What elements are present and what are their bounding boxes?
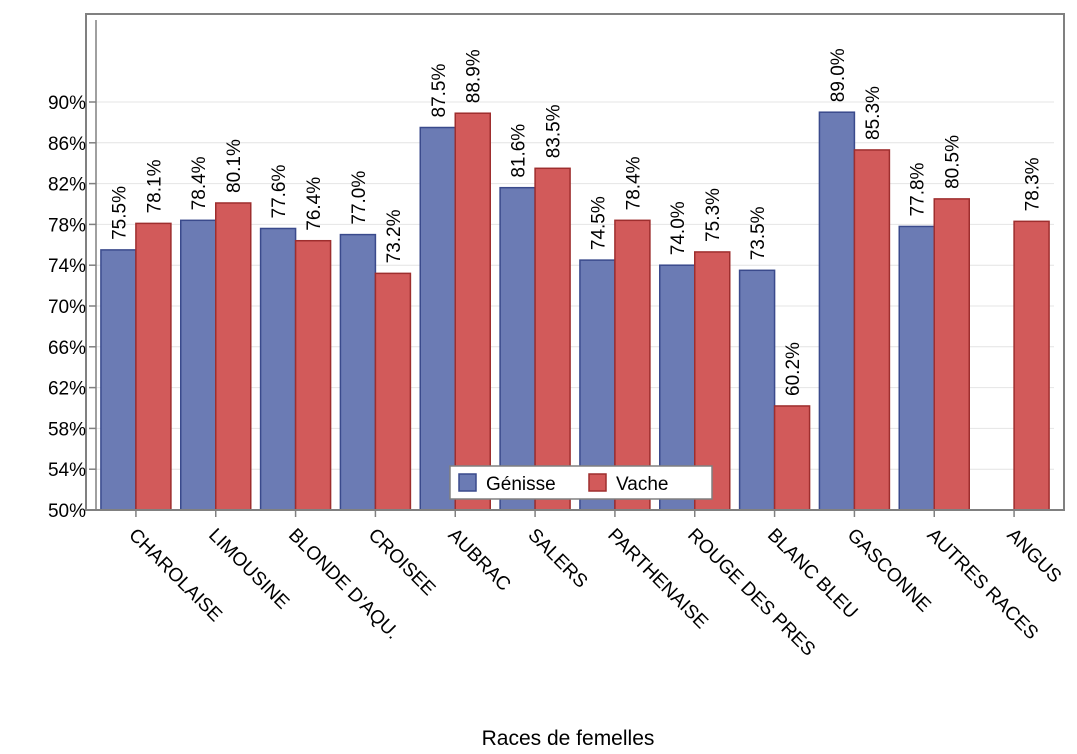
y-tick-label: 58% xyxy=(48,419,86,440)
x-tick-label: SALERS xyxy=(524,525,592,593)
bar-vache xyxy=(934,199,969,510)
bar-genisse xyxy=(500,188,535,510)
legend-label-vache: Vache xyxy=(616,474,668,495)
y-tick-label: 66% xyxy=(48,338,86,359)
y-tick-label: 54% xyxy=(48,460,86,481)
bar-vache xyxy=(1014,221,1049,510)
y-tick-label: 78% xyxy=(48,215,86,236)
x-tick-label: AUBRAC xyxy=(444,525,515,596)
bar-vache xyxy=(535,168,570,510)
legend-swatch-vache xyxy=(589,474,606,491)
bar-vache xyxy=(136,223,171,510)
data-label: 78.3% xyxy=(1023,157,1044,211)
data-label: 77.8% xyxy=(908,162,929,216)
data-label: 78.4% xyxy=(189,156,210,210)
data-label: 74.5% xyxy=(588,196,609,250)
data-label: 75.5% xyxy=(109,186,130,240)
bar-genisse xyxy=(340,235,375,510)
y-tick-label: 50% xyxy=(48,501,86,522)
data-label: 74.0% xyxy=(668,201,689,255)
data-label: 76.4% xyxy=(304,177,325,231)
y-axis: 50% 54% 58% 62% 66% 70% 74% 78% 82% 86% 90% xyxy=(48,20,96,522)
legend-swatch-genisse xyxy=(459,474,476,491)
bar-vache xyxy=(296,241,331,510)
x-tick-label: ANGUS xyxy=(1003,525,1066,588)
x-tick-label: CROISEE xyxy=(364,525,439,600)
bar-vache xyxy=(375,273,410,510)
data-label: 80.1% xyxy=(224,139,245,193)
data-label: 75.3% xyxy=(703,188,724,242)
y-tick-label: 74% xyxy=(48,256,86,277)
data-label: 77.6% xyxy=(269,165,290,219)
data-label: 78.1% xyxy=(144,159,165,213)
x-tick-label: LIMOUSINE xyxy=(204,525,293,614)
legend-label-genisse: Génisse xyxy=(486,474,556,495)
data-label: 73.5% xyxy=(748,206,769,260)
y-tick-label: 62% xyxy=(48,379,86,400)
bar-genisse xyxy=(819,112,854,510)
x-axis-title: Races de femelles xyxy=(482,727,655,750)
data-label: 87.5% xyxy=(429,64,450,118)
bar-vache xyxy=(854,150,889,510)
data-label: 80.5% xyxy=(943,135,964,189)
legend: Génisse Vache xyxy=(450,466,712,499)
y-tick-label: 70% xyxy=(48,297,86,318)
bar-genisse xyxy=(181,220,216,510)
y-tick-label: 86% xyxy=(48,134,86,155)
data-label: 78.4% xyxy=(623,156,644,210)
data-label: 81.6% xyxy=(509,124,530,178)
bar-genisse xyxy=(261,228,296,510)
bar-genisse xyxy=(420,128,455,511)
data-label: 89.0% xyxy=(828,48,849,102)
bar-genisse xyxy=(899,226,934,510)
data-label: 85.3% xyxy=(863,86,884,140)
data-label: 77.0% xyxy=(349,171,370,225)
data-label: 83.5% xyxy=(544,104,565,158)
y-tick-label: 90% xyxy=(48,93,86,114)
bar-genisse xyxy=(740,270,775,510)
y-tick-label: 82% xyxy=(48,175,86,196)
bar-vache xyxy=(216,203,251,510)
bar-vache xyxy=(775,406,810,510)
data-label: 60.2% xyxy=(783,342,804,396)
bar-vache xyxy=(455,113,490,510)
data-label: 73.2% xyxy=(384,209,405,263)
data-label: 88.9% xyxy=(464,49,485,103)
bar-genisse xyxy=(101,250,136,510)
